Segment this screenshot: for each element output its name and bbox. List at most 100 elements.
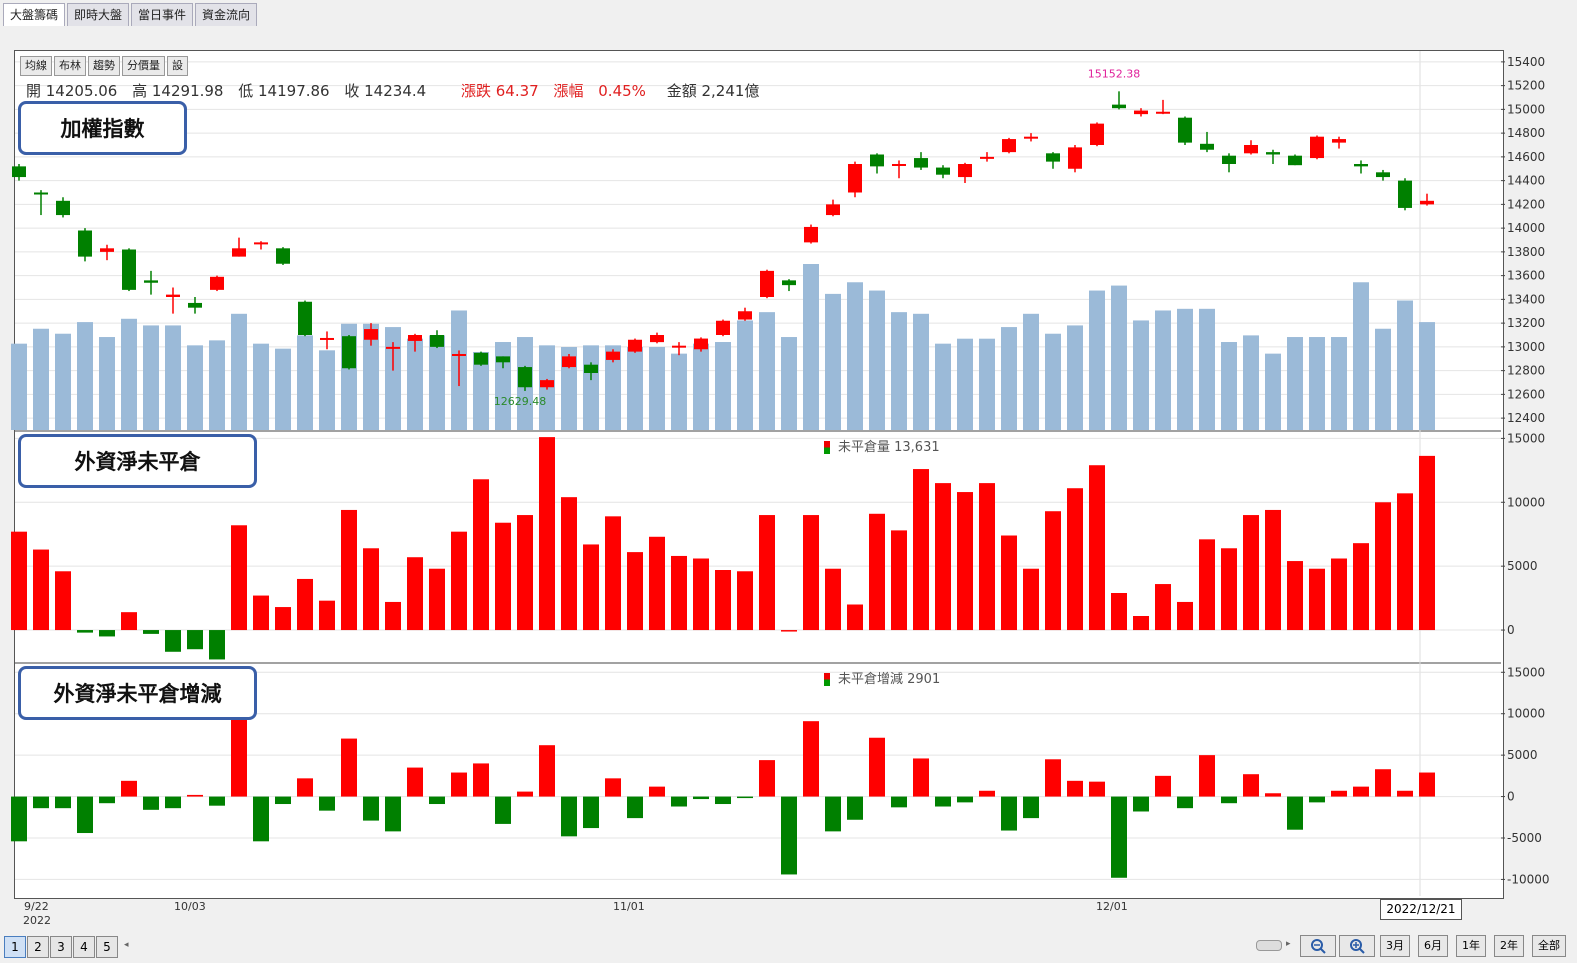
oi-change-bar bbox=[1177, 796, 1193, 809]
net-oi-bar bbox=[319, 600, 335, 631]
tick-label: 14000 bbox=[1507, 221, 1545, 235]
candle-body bbox=[518, 367, 532, 388]
oi-change-bar bbox=[165, 796, 181, 809]
chart-toolbar: 均線 布林 趨勢 分價量 設 bbox=[20, 56, 190, 76]
volume-bar bbox=[1243, 335, 1259, 430]
range-all-button[interactable]: 全部 bbox=[1532, 935, 1566, 957]
zoom-in-icon[interactable] bbox=[1339, 935, 1375, 957]
volume-bar bbox=[891, 312, 907, 430]
page-5-button[interactable]: 5 bbox=[96, 936, 118, 958]
high-value: 高 14291.98 bbox=[132, 82, 224, 100]
oi-change-bar bbox=[319, 796, 335, 811]
tick-label: 13200 bbox=[1507, 316, 1545, 330]
volume-bar bbox=[605, 345, 621, 430]
page-2-button[interactable]: 2 bbox=[27, 936, 49, 958]
net-oi-bar bbox=[341, 509, 357, 631]
tick-label: -10000 bbox=[1507, 872, 1550, 886]
volume-bar bbox=[803, 264, 819, 430]
tick-label: 14400 bbox=[1507, 174, 1545, 188]
bollinger-button[interactable]: 布林 bbox=[54, 56, 86, 76]
volume-bar bbox=[99, 337, 115, 430]
net-oi-bar bbox=[297, 578, 313, 631]
tab-fund-flow[interactable]: 資金流向 bbox=[195, 3, 258, 26]
range-2y-button[interactable]: 2年 bbox=[1494, 935, 1524, 957]
net-oi-bar bbox=[1067, 488, 1083, 631]
scroll-thumb[interactable] bbox=[1256, 940, 1282, 951]
oi-change-bar bbox=[583, 796, 599, 829]
candle-body bbox=[1134, 110, 1148, 115]
ma-button[interactable]: 均線 bbox=[20, 56, 52, 76]
volume-bar bbox=[209, 340, 225, 430]
oi-change-bar bbox=[891, 796, 907, 808]
volume-bar bbox=[1309, 337, 1325, 430]
volume-bar bbox=[231, 313, 247, 430]
candle-body bbox=[364, 329, 378, 340]
net-oi-bar bbox=[781, 630, 797, 632]
panel-label-oi-change: 外資淨未平倉增減 bbox=[18, 666, 257, 720]
scroll-left-icon[interactable]: ◂ bbox=[124, 940, 129, 950]
oi-change-bar bbox=[55, 796, 71, 809]
oi-change-bar bbox=[1133, 796, 1149, 812]
volume-profile-button[interactable]: 分價量 bbox=[122, 56, 165, 76]
net-oi-bar bbox=[1199, 539, 1215, 631]
candle-body bbox=[1090, 123, 1104, 145]
change-pct-label: 漲幅 bbox=[553, 82, 584, 100]
range-3m-button[interactable]: 3月 bbox=[1380, 935, 1410, 957]
trend-button[interactable]: 趨勢 bbox=[88, 56, 120, 76]
volume-bar bbox=[11, 343, 27, 430]
net-oi-bar bbox=[891, 530, 907, 631]
net-oi-bar bbox=[473, 479, 489, 631]
tab-daily-events[interactable]: 當日事件 bbox=[131, 3, 194, 26]
candle-body bbox=[210, 276, 224, 290]
net-oi-bar bbox=[979, 483, 995, 631]
scroll-right-icon[interactable]: ▸ bbox=[1286, 939, 1291, 949]
volume-bar bbox=[121, 318, 137, 430]
range-6m-button[interactable]: 6月 bbox=[1418, 935, 1448, 957]
volume-bar bbox=[1023, 313, 1039, 430]
volume-bar bbox=[187, 345, 203, 430]
oi-change-bar bbox=[1155, 775, 1171, 797]
settings-button[interactable]: 設 bbox=[167, 56, 188, 76]
volume-bar bbox=[1177, 308, 1193, 430]
close-value: 收 14234.4 bbox=[344, 82, 427, 100]
oi-change-bar bbox=[187, 794, 203, 797]
zoom-out-icon[interactable] bbox=[1300, 935, 1336, 957]
chart-frame bbox=[14, 50, 1504, 899]
net-oi-bar bbox=[121, 612, 137, 631]
candle-body bbox=[1178, 117, 1192, 143]
candle-body bbox=[1024, 136, 1038, 139]
page-3-button[interactable]: 3 bbox=[50, 936, 72, 958]
candle-body bbox=[606, 351, 620, 360]
price-annotation: 12629.48 bbox=[494, 395, 547, 408]
candle-body bbox=[562, 356, 576, 368]
candle-body bbox=[1112, 104, 1126, 109]
page-1-button[interactable]: 1 bbox=[4, 936, 26, 958]
tab-realtime-market[interactable]: 即時大盤 bbox=[67, 3, 130, 26]
oi-change-bar bbox=[627, 796, 643, 819]
range-1y-button[interactable]: 1年 bbox=[1456, 935, 1486, 957]
page-4-button[interactable]: 4 bbox=[73, 936, 95, 958]
oi-change-bar bbox=[385, 796, 401, 832]
oi-change-bar bbox=[1089, 781, 1105, 797]
candle-body bbox=[738, 311, 752, 320]
candle-body bbox=[78, 230, 92, 257]
oi-change-bar bbox=[935, 796, 951, 807]
tab-market-chips[interactable]: 大盤籌碼 bbox=[3, 3, 66, 26]
volume-bar bbox=[957, 338, 973, 430]
tick-label: 15000 bbox=[1507, 665, 1545, 679]
candle-body bbox=[232, 248, 246, 257]
tick-label: 13600 bbox=[1507, 269, 1545, 283]
oi-change-bar bbox=[99, 796, 115, 804]
net-oi-bar bbox=[1265, 509, 1281, 631]
candle-body bbox=[100, 248, 114, 252]
tick-label: 15000 bbox=[1507, 431, 1545, 445]
legend-net-oi: 未平倉量 13,631 bbox=[824, 436, 940, 455]
oi-change-bar bbox=[1397, 790, 1413, 797]
candle-body bbox=[342, 336, 356, 369]
volume-bar bbox=[1111, 285, 1127, 430]
volume-bar bbox=[825, 293, 841, 430]
candle-body bbox=[848, 164, 862, 193]
net-oi-bar bbox=[759, 515, 775, 631]
oi-change-bar bbox=[1199, 755, 1215, 797]
